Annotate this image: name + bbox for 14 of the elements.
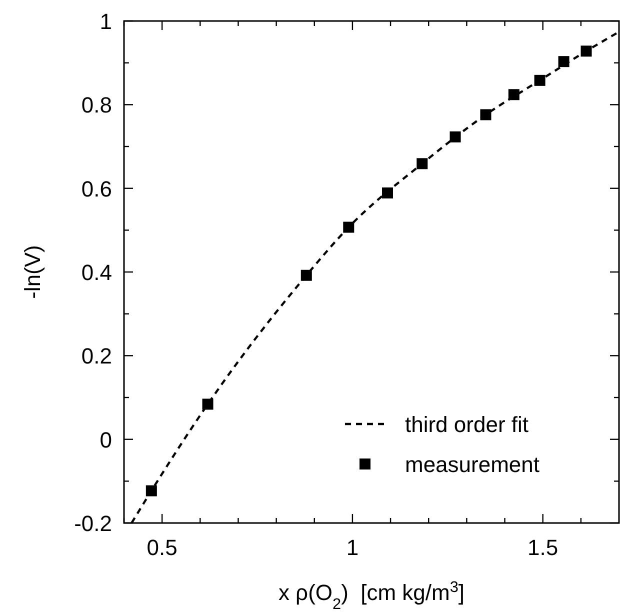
y-tick-label: 0: [100, 427, 112, 452]
y-tick-label: 0.4: [81, 260, 112, 285]
x-tick-label: 1.5: [528, 535, 558, 560]
legend-label: measurement: [405, 452, 540, 477]
x-tick-label: 1: [346, 535, 359, 560]
y-tick-label: 1: [100, 9, 112, 34]
x-tick-label: 0.5: [146, 535, 178, 560]
y-tick-label: 0.6: [81, 176, 112, 202]
y-tick-label: -0.2: [74, 511, 112, 536]
legend-label: third order fit: [405, 412, 528, 437]
y-axis-title: -ln(V): [20, 245, 45, 299]
x-axis-title: x ρ(O$_{2}$) [cm kg/m$^{3}$]: [278, 578, 465, 612]
y-tick-label: 0.2: [81, 344, 112, 369]
y-tick-label: 0.8: [81, 92, 112, 118]
